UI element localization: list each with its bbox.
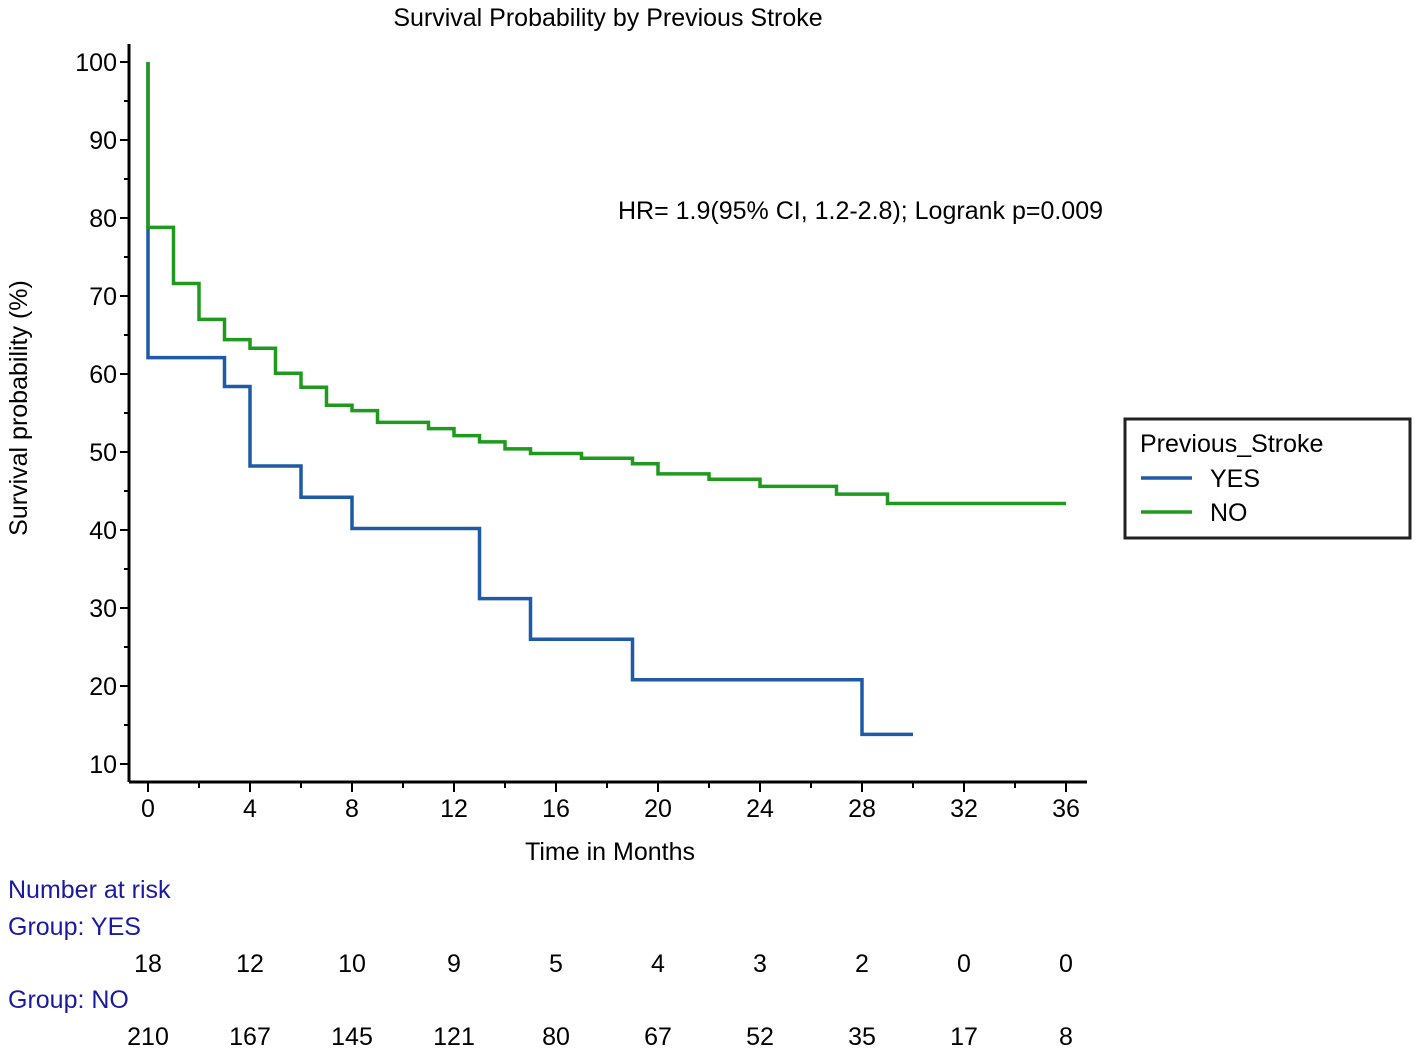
y-axis-label: Survival probability (%) xyxy=(5,280,33,536)
series-line-yes xyxy=(146,62,913,737)
x-tick-label: 20 xyxy=(644,795,672,823)
risk-value: 210 xyxy=(127,1023,169,1051)
x-tick-label: 4 xyxy=(243,795,257,823)
series-layer xyxy=(146,62,1066,737)
y-tick-label: 80 xyxy=(89,205,117,233)
x-tick-label: 12 xyxy=(440,795,468,823)
risk-value: 8 xyxy=(1059,1023,1073,1051)
x-tick-label: 28 xyxy=(848,795,876,823)
risk-value: 3 xyxy=(753,950,767,978)
risk-value: 121 xyxy=(433,1023,475,1051)
risk-value: 0 xyxy=(1059,950,1073,978)
y-tick-label: 100 xyxy=(75,49,117,77)
chart-title: Survival Probability by Previous Stroke xyxy=(393,4,822,32)
x-tick-label: 36 xyxy=(1052,795,1080,823)
x-tick-label: 24 xyxy=(746,795,774,823)
number-at-risk-heading: Number at risk xyxy=(8,876,171,904)
risk-value: 35 xyxy=(848,1023,876,1051)
hr-annotation: HR= 1.9(95% CI, 1.2-2.8); Logrank p=0.00… xyxy=(618,197,1103,225)
y-axis: 10 20 30 40 50 60 70 80 90 100 xyxy=(75,44,131,782)
y-tick-label: 40 xyxy=(89,517,117,545)
risk-value: 145 xyxy=(331,1023,373,1051)
risk-value: 12 xyxy=(236,950,264,978)
y-tick-label: 90 xyxy=(89,127,117,155)
risk-value: 18 xyxy=(134,950,162,978)
risk-value: 2 xyxy=(855,950,869,978)
risk-value: 17 xyxy=(950,1023,978,1051)
x-tick-label: 0 xyxy=(141,795,155,823)
legend-title: Previous_Stroke xyxy=(1140,430,1323,458)
y-tick-label: 30 xyxy=(89,595,117,623)
risk-value: 52 xyxy=(746,1023,774,1051)
risk-value: 5 xyxy=(549,950,563,978)
legend-label-no: NO xyxy=(1210,499,1248,527)
x-axis: 0 4 8 12 16 20 24 28 32 36 xyxy=(129,780,1087,823)
risk-value: 167 xyxy=(229,1023,271,1051)
risk-group-yes-label: Group: YES xyxy=(8,913,141,941)
risk-value: 0 xyxy=(957,950,971,978)
y-tick-label: 60 xyxy=(89,361,117,389)
x-tick-label: 8 xyxy=(345,795,359,823)
legend-label-yes: YES xyxy=(1210,465,1260,493)
risk-value: 4 xyxy=(651,950,665,978)
risk-value: 9 xyxy=(447,950,461,978)
x-tick-label: 32 xyxy=(950,795,978,823)
y-tick-label: 20 xyxy=(89,673,117,701)
number-at-risk-table: Number at risk Group: YES Group: NO 18 12… xyxy=(8,876,1073,1051)
legend: Previous_Stroke YES NO xyxy=(1123,417,1412,540)
series-line-no xyxy=(146,62,1066,506)
y-tick-label: 10 xyxy=(89,751,117,779)
x-tick-label: 16 xyxy=(542,795,570,823)
risk-value: 67 xyxy=(644,1023,672,1051)
y-tick-label: 70 xyxy=(89,283,117,311)
x-axis-label: Time in Months xyxy=(525,838,695,866)
y-tick-label: 50 xyxy=(89,439,117,467)
risk-value: 80 xyxy=(542,1023,570,1051)
risk-group-no-label: Group: NO xyxy=(8,986,129,1014)
risk-value: 10 xyxy=(338,950,366,978)
